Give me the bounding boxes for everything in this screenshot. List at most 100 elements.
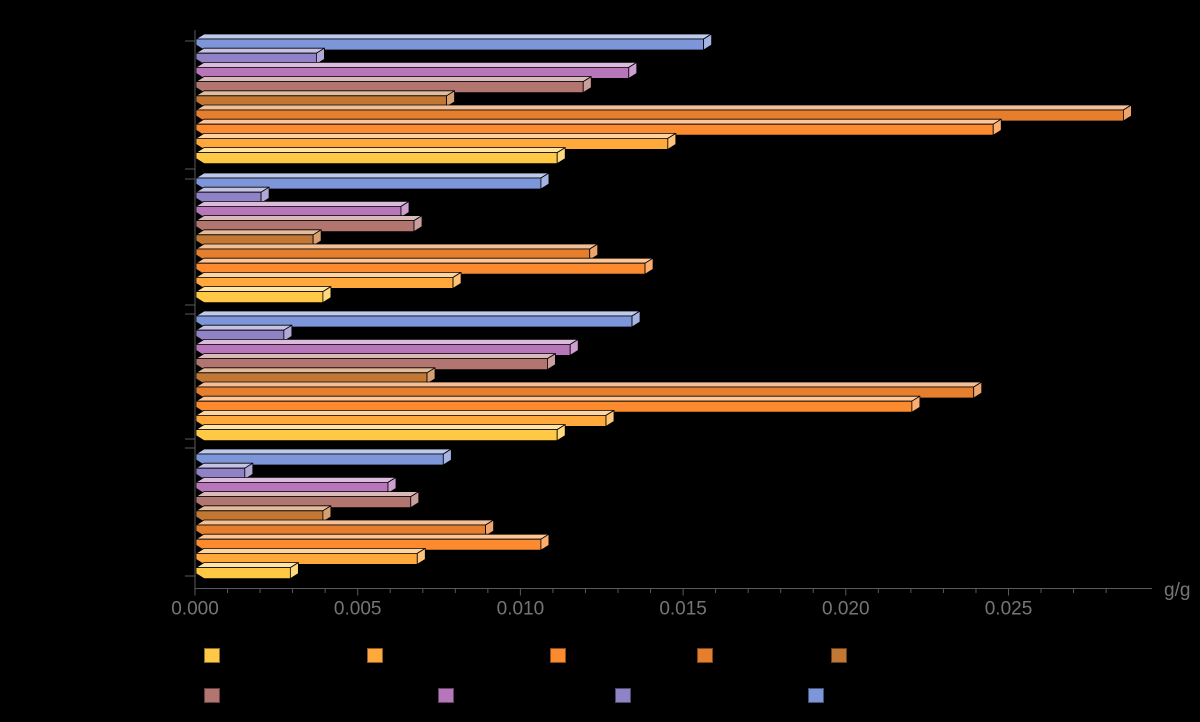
bar-series-5-brown-group-3 [195,367,436,385]
bar-front-face [195,177,542,190]
bar-series-5-brown-group-2 [195,229,322,247]
bar-top-face [195,215,423,222]
bar-end-face [442,448,452,466]
bar-series-1-yellow-group-4 [195,562,299,579]
legend-swatch-series-1-yellow [204,648,220,663]
bar-top-face [195,491,420,498]
legend-swatch-series-2-light-orange [367,648,383,663]
bar-series-1-yellow-group-2 [195,286,332,304]
bar-group-2 [195,172,654,304]
x-axis-tick-label: 0.005 [334,599,382,620]
bar-end-face [589,243,599,261]
x-axis-tick-label: 0.015 [659,599,707,620]
bar-end-face [556,147,566,165]
legend-swatch-series-5-brown [831,648,847,663]
bar-top-face [195,505,332,512]
bar-end-face [569,338,579,356]
legend-swatch-series-9-blue [808,688,824,703]
bar-top-face [195,200,410,207]
bar-front-face [195,429,558,442]
bar-series-9-blue-group-1 [195,33,713,51]
x-axis-title: g/g [1164,579,1191,601]
bar-series-7-orchid-group-3 [195,338,579,356]
bar-top-face [195,324,293,331]
bar-end-face [911,395,921,413]
legend-swatch-series-7-orchid [438,688,454,703]
bar-series-4-dark-orange-group-1 [195,104,1132,122]
bar-end-face [628,62,638,79]
legend-swatch-series-4-dark-orange [697,648,713,663]
bar-top-face [195,104,1132,111]
bar-top-face [195,353,556,360]
bar-top-face [195,519,495,526]
bar-series-8-purple-group-1 [195,47,325,65]
bar-front-face [195,453,444,466]
bar-end-face [547,353,556,371]
bar-group-3 [195,310,983,442]
bar-end-face [322,286,332,304]
bar-front-face [195,315,633,328]
bar-series-7-orchid-group-4 [195,476,397,494]
bar-series-9-blue-group-3 [195,310,641,328]
bar-top-face [195,243,599,250]
bar-end-face [387,476,397,494]
bar-end-face [973,381,983,399]
bar-front-face [195,567,291,579]
x-axis-tick-label: 0.000 [171,599,219,620]
legend-swatch-series-3-orange [550,648,566,663]
bar-top-face [195,409,615,416]
bar-end-face [644,257,654,275]
bar-series-3-orange-group-1 [195,118,1002,136]
bar-top-face [195,172,550,179]
bar-series-2-light-orange-group-4 [195,548,426,565]
x-axis-tick-label: 0.020 [822,599,870,620]
bar-group-1 [195,33,1132,165]
bar-series-3-orange-group-4 [195,533,550,551]
bar-top-face [195,562,299,568]
bar-series-8-purple-group-2 [195,186,270,204]
bar-end-face [992,118,1002,136]
bar-end-face [410,491,420,509]
bar-top-face [195,286,332,293]
bar-series-1-yellow-group-3 [195,424,566,442]
bar-end-face [289,562,299,579]
bar-end-face [283,324,293,342]
bar-series-7-orchid-group-1 [195,62,638,79]
x-axis-tick-label: 0.010 [497,599,545,620]
bar-end-face [540,533,550,551]
bar-top-face [195,533,550,540]
bar-top-face [195,462,254,469]
bar-series-5-brown-group-4 [195,505,332,523]
bar-series-6-mauve-group-4 [195,491,420,509]
bar-top-face [195,147,566,154]
bar-series-2-light-orange-group-3 [195,409,615,427]
bar-top-face [195,448,452,455]
bar-front-face [195,38,705,51]
bar-front-face [195,553,418,565]
bar-end-face [322,505,332,523]
bar-end-face [416,548,426,565]
bar-top-face [195,90,455,97]
bar-series-9-blue-group-4 [195,448,452,466]
bar-end-face [1122,104,1132,122]
bar-series-4-dark-orange-group-3 [195,381,983,399]
bar-end-face [667,132,677,150]
legend-swatch-series-8-purple [615,688,631,703]
bar-end-face [244,462,254,480]
bar-end-face [540,172,550,190]
x-axis-tick-label: 0.025 [985,599,1033,620]
bar-end-face [315,47,325,65]
bar-end-face [260,186,270,204]
bar-end-face [446,90,455,108]
bar-series-2-light-orange-group-2 [195,271,462,289]
bar-top-face [195,476,397,483]
bar-top-face [195,548,426,554]
bar-end-face [703,33,713,51]
bar-series-4-dark-orange-group-4 [195,519,495,537]
bar-series-4-dark-orange-group-2 [195,243,599,261]
bar-top-face [195,367,436,374]
bar-top-face [195,132,677,139]
bar-top-face [195,310,641,317]
bar-series-2-light-orange-group-1 [195,132,677,150]
